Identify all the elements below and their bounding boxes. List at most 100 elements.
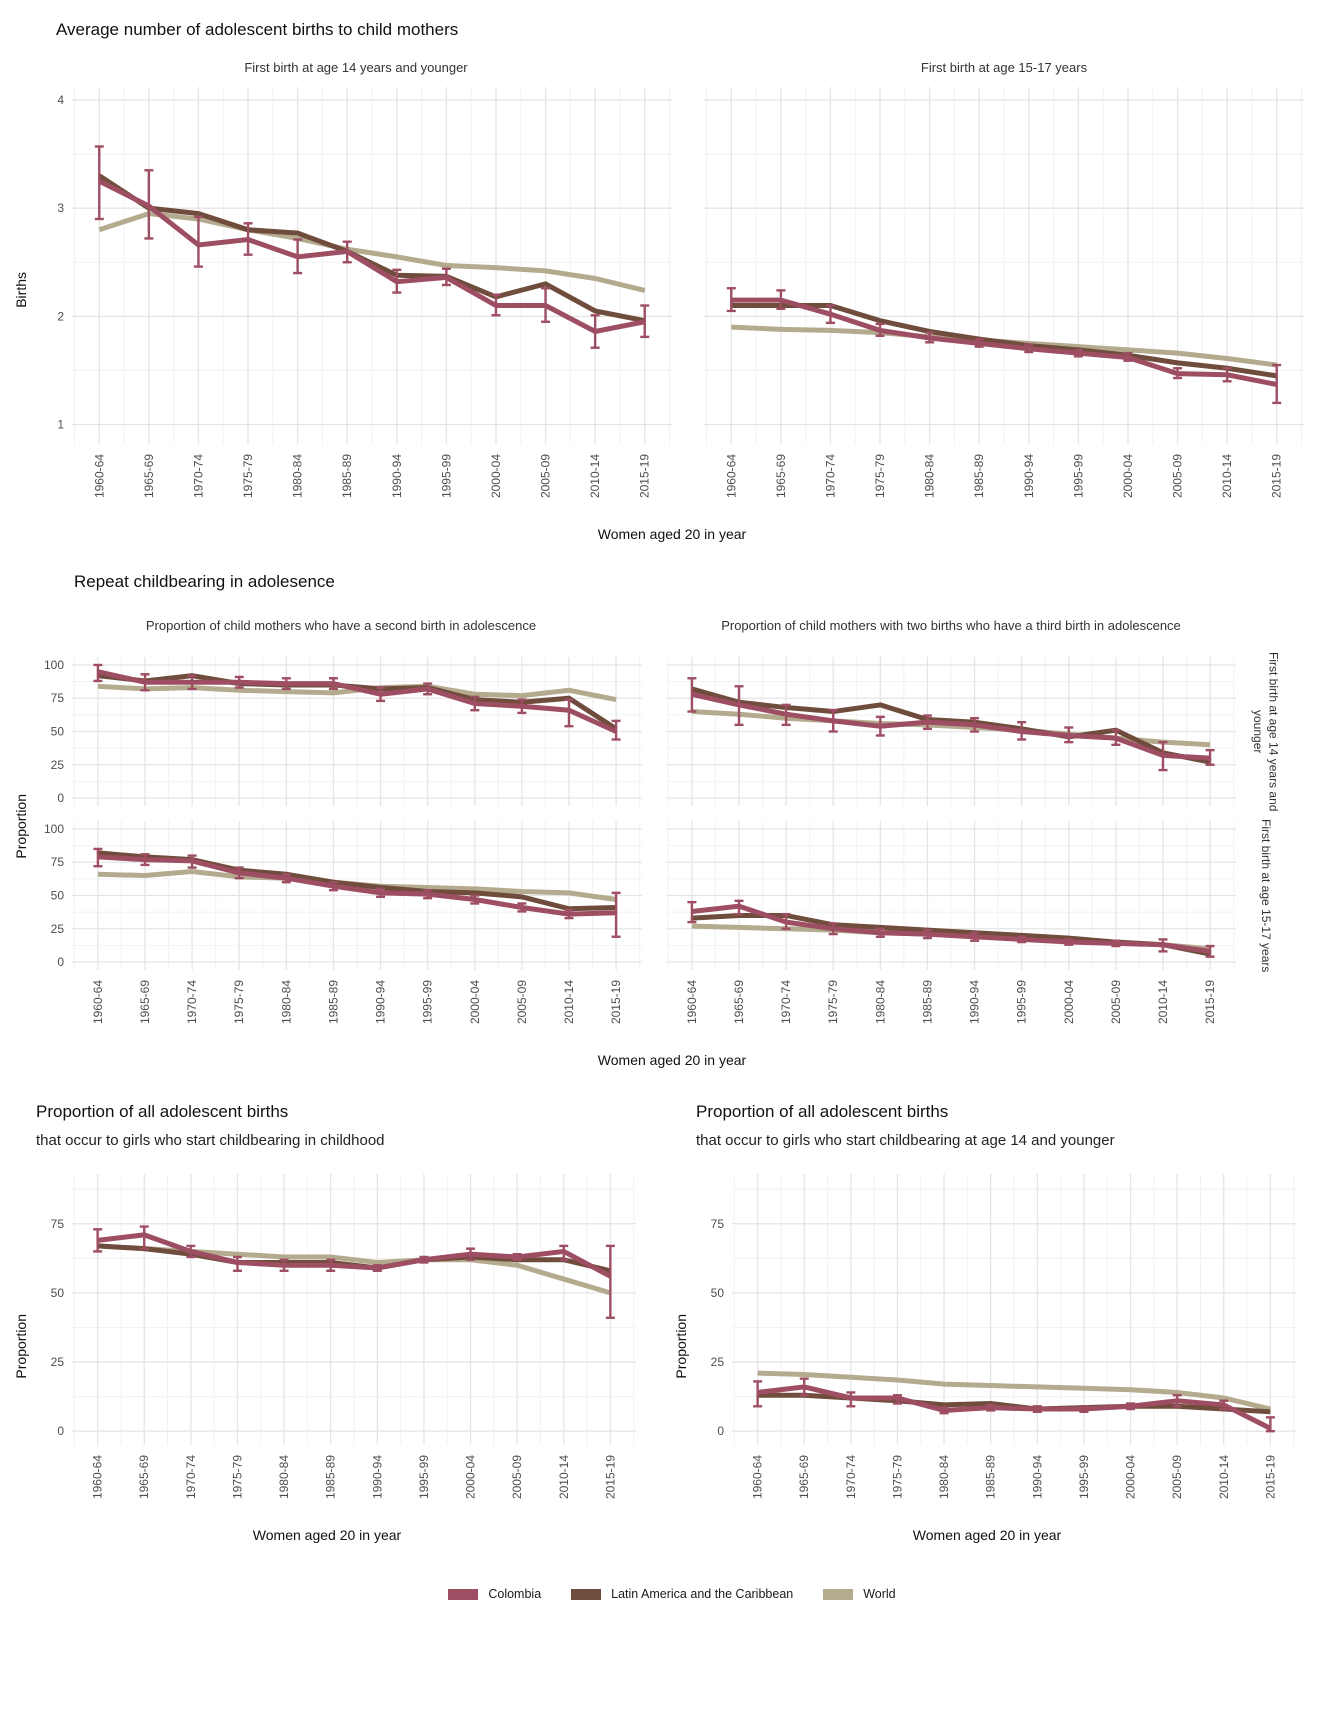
svg-text:1985-89: 1985-89 xyxy=(920,980,934,1024)
svg-text:1970-74: 1970-74 xyxy=(191,454,205,498)
column-title-second-birth: Proportion of child mothers who have a s… xyxy=(145,617,537,633)
svg-text:2000-04: 2000-04 xyxy=(468,980,482,1024)
svg-text:1970-74: 1970-74 xyxy=(185,980,199,1024)
svg-text:0: 0 xyxy=(57,1424,64,1438)
panel-title-first-birth-15-17: First birth at age 15-17 years xyxy=(920,59,1088,75)
svg-text:1990-94: 1990-94 xyxy=(374,980,388,1024)
svg-text:1960-64: 1960-64 xyxy=(724,454,738,498)
svg-text:2010-14: 2010-14 xyxy=(1217,1455,1231,1499)
svg-text:2010-14: 2010-14 xyxy=(1220,454,1234,498)
svg-text:1980-84: 1980-84 xyxy=(937,1455,951,1499)
chart-subtitle-age14: that occur to girls who start childbeari… xyxy=(696,1132,1115,1149)
legend-label-colombia: Colombia xyxy=(488,1587,542,1601)
svg-text:2000-04: 2000-04 xyxy=(1124,1455,1138,1499)
svg-text:1970-74: 1970-74 xyxy=(779,980,793,1024)
svg-text:1970-74: 1970-74 xyxy=(823,454,837,498)
svg-text:50: 50 xyxy=(51,889,65,903)
x-axis-title-bottom-left: Women aged 20 in year xyxy=(252,1527,402,1543)
svg-text:75: 75 xyxy=(51,855,65,869)
chart-second-birth-first-15-17: 0 25 50 75 100 1960-64 1965-69 1970-74 1975-79 19… xyxy=(44,821,642,1024)
svg-text:2015-19: 2015-19 xyxy=(603,1455,617,1499)
legend-item-lac: Latin America and the Caribbean xyxy=(571,1587,793,1601)
svg-text:2: 2 xyxy=(57,309,64,323)
svg-text:1980-84: 1980-84 xyxy=(291,454,305,498)
svg-text:2000-04: 2000-04 xyxy=(464,1455,478,1499)
chart-block-childhood: Proportion of all adolescent births that… xyxy=(10,1102,644,1543)
section-title-repeat: Repeat childbearing in adolesence xyxy=(74,572,335,591)
svg-text:2015-19: 2015-19 xyxy=(638,454,652,498)
svg-text:100: 100 xyxy=(44,822,64,836)
svg-text:1985-89: 1985-89 xyxy=(324,1455,338,1499)
section-proportion-all-births: Proportion of all adolescent births that… xyxy=(10,1102,1334,1543)
chart-block-age14: Proportion of all adolescent births that… xyxy=(670,1102,1304,1543)
chart-births-first-birth-15-17: 1960-64 1965-69 1970-74 1975-79 1980-84 1985-… xyxy=(704,87,1304,498)
svg-text:1960-64: 1960-64 xyxy=(92,454,106,498)
svg-text:1980-84: 1980-84 xyxy=(873,980,887,1024)
chart-births-first-birth-14: 1 2 3 4 1960-64 1965-69 1970-74 1975-79 1980-84 1… xyxy=(57,87,672,498)
legend-item-colombia: Colombia xyxy=(448,1587,541,1601)
svg-text:1965-69: 1965-69 xyxy=(797,1455,811,1499)
svg-text:75: 75 xyxy=(51,1217,65,1231)
svg-text:1995-99: 1995-99 xyxy=(421,980,435,1024)
svg-text:2005-09: 2005-09 xyxy=(1171,454,1185,498)
svg-text:1985-89: 1985-89 xyxy=(972,454,986,498)
y-axis-label-proportion: Proportion xyxy=(13,793,29,859)
facet-strip-first-birth-15-17: First birth at age 15-17 years xyxy=(1258,819,1273,973)
svg-text:1990-94: 1990-94 xyxy=(968,980,982,1024)
svg-text:1960-64: 1960-64 xyxy=(685,980,699,1024)
svg-text:25: 25 xyxy=(51,758,65,772)
svg-text:2015-19: 2015-19 xyxy=(1263,1455,1277,1499)
svg-text:1975-79: 1975-79 xyxy=(890,1455,904,1499)
svg-text:1985-89: 1985-89 xyxy=(326,980,340,1024)
svg-text:1995-99: 1995-99 xyxy=(1015,980,1029,1024)
x-axis-title-bottom-right: Women aged 20 in year xyxy=(912,1527,1062,1543)
svg-text:1965-69: 1965-69 xyxy=(137,1455,151,1499)
svg-text:1970-74: 1970-74 xyxy=(844,1455,858,1499)
svg-text:25: 25 xyxy=(51,1355,65,1369)
y-axis-label-births: Births xyxy=(13,272,29,308)
svg-text:50: 50 xyxy=(51,725,65,739)
legend-swatch-lac xyxy=(571,1588,602,1600)
panel-title-first-birth-14: First birth at age 14 years and younger xyxy=(244,59,468,75)
svg-text:1995-99: 1995-99 xyxy=(417,1455,431,1499)
svg-text:1975-79: 1975-79 xyxy=(873,454,887,498)
svg-text:2015-19: 2015-19 xyxy=(1270,454,1284,498)
svg-text:2000-04: 2000-04 xyxy=(1121,454,1135,498)
section-repeat-childbearing: Repeat childbearing in adolesence Propor… xyxy=(10,572,1334,1068)
svg-text:25: 25 xyxy=(711,1355,725,1369)
svg-text:2015-19: 2015-19 xyxy=(609,980,623,1024)
svg-text:1960-64: 1960-64 xyxy=(91,1455,105,1499)
svg-text:1995-99: 1995-99 xyxy=(1077,1455,1091,1499)
svg-text:3: 3 xyxy=(57,201,64,215)
column-title-third-birth: Proportion of child mothers with two bir… xyxy=(721,617,1181,633)
svg-text:1985-89: 1985-89 xyxy=(984,1455,998,1499)
legend-swatch-world xyxy=(823,1588,854,1600)
svg-text:1995-99: 1995-99 xyxy=(1071,454,1085,498)
legend-label-lac: Latin America and the Caribbean xyxy=(611,1587,794,1601)
chart-second-birth-first-14: 0 25 50 75 100 xyxy=(44,657,642,806)
svg-text:2005-09: 2005-09 xyxy=(1109,980,1123,1024)
svg-text:1990-94: 1990-94 xyxy=(1022,454,1036,498)
svg-text:1965-69: 1965-69 xyxy=(774,454,788,498)
svg-text:75: 75 xyxy=(711,1217,725,1231)
svg-text:1975-79: 1975-79 xyxy=(241,454,255,498)
svg-text:2015-19: 2015-19 xyxy=(1203,980,1217,1024)
x-axis-title-births: Women aged 20 in year xyxy=(597,526,747,542)
svg-text:1960-64: 1960-64 xyxy=(91,980,105,1024)
svg-text:1990-94: 1990-94 xyxy=(370,1455,384,1499)
legend-swatch-colombia xyxy=(448,1588,479,1600)
chart-title-childhood: Proportion of all adolescent births xyxy=(36,1102,289,1121)
svg-text:1975-79: 1975-79 xyxy=(230,1455,244,1499)
svg-text:100: 100 xyxy=(44,658,64,672)
svg-text:1990-94: 1990-94 xyxy=(1030,1455,1044,1499)
svg-text:1965-69: 1965-69 xyxy=(142,454,156,498)
chart-share-childhood: 0 25 50 75 1960-64 1965-69 1970-74 1975-79 1980-… xyxy=(51,1174,636,1499)
svg-text:2005-09: 2005-09 xyxy=(510,1455,524,1499)
x-axis-title-repeat: Women aged 20 in year xyxy=(597,1052,747,1068)
svg-text:1980-84: 1980-84 xyxy=(277,1455,291,1499)
svg-text:1995-99: 1995-99 xyxy=(439,454,453,498)
svg-text:50: 50 xyxy=(51,1286,65,1300)
svg-text:75: 75 xyxy=(51,691,65,705)
svg-text:1980-84: 1980-84 xyxy=(923,454,937,498)
svg-text:25: 25 xyxy=(51,922,65,936)
